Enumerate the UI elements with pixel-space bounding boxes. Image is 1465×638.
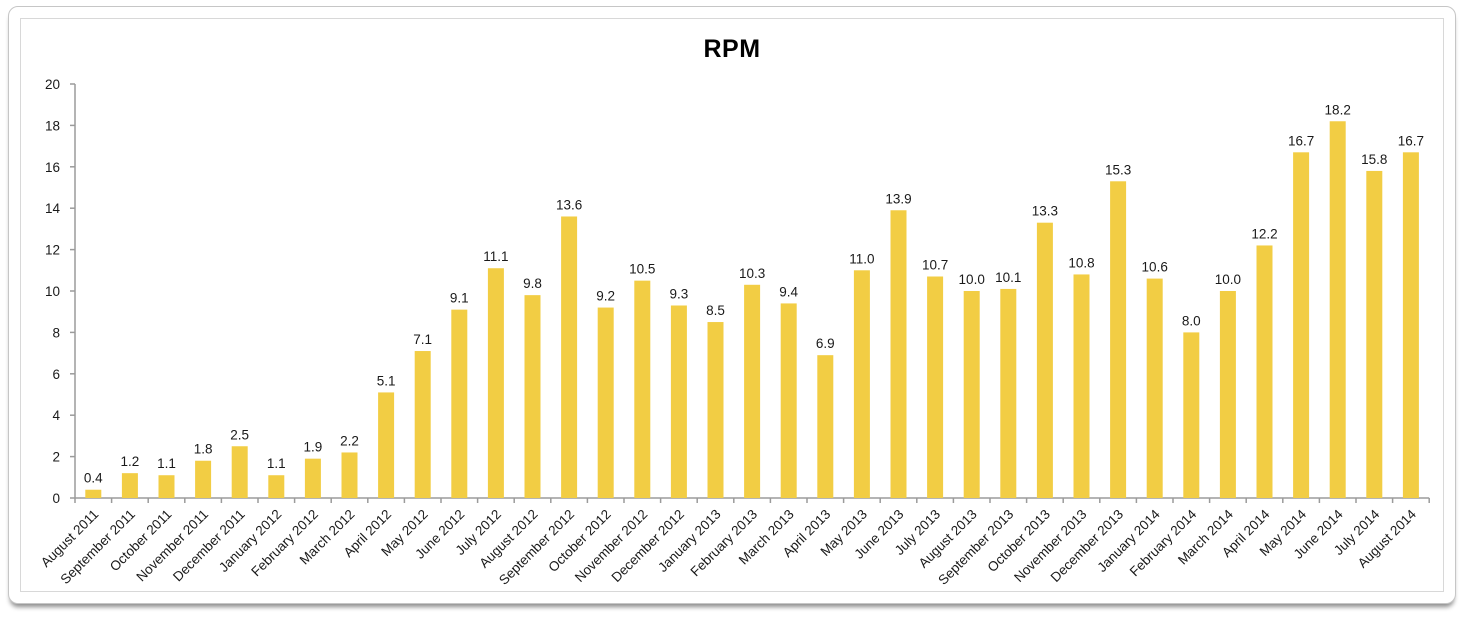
bar [378, 392, 395, 498]
bar-value-label: 1.1 [157, 456, 176, 471]
chart-title: RPM [703, 35, 761, 63]
bar [1110, 181, 1127, 499]
bar [817, 355, 834, 498]
bar-value-label: 9.8 [523, 276, 542, 291]
bar-value-label: 9.3 [670, 286, 689, 301]
bar [744, 284, 761, 498]
y-axis-tick-label: 16 [45, 160, 60, 175]
bar-value-label: 10.3 [739, 266, 765, 281]
bar-value-label: 8.5 [706, 303, 725, 318]
bar [1293, 152, 1310, 498]
bar-value-label: 0.4 [84, 471, 103, 486]
bar-value-label: 9.2 [596, 289, 615, 304]
bar [1366, 170, 1383, 498]
bar [304, 458, 321, 498]
bar [1402, 152, 1419, 498]
bar [1036, 222, 1053, 498]
bar [1219, 291, 1236, 498]
bar [341, 452, 358, 498]
y-axis-tick-label: 18 [45, 118, 60, 133]
y-axis-tick-label: 2 [52, 450, 60, 465]
bar [1256, 245, 1273, 498]
bar-value-label: 13.6 [556, 197, 582, 212]
bar-value-label: 10.0 [1215, 272, 1241, 287]
bar-value-label: 2.5 [230, 427, 249, 442]
y-axis-tick-label: 0 [52, 491, 60, 506]
bar [634, 280, 651, 498]
bar-value-label: 11.0 [849, 251, 874, 266]
bar-value-label: 10.6 [1142, 260, 1168, 275]
bar [707, 322, 724, 498]
bar-value-label: 15.8 [1361, 152, 1387, 167]
bar-value-label: 5.1 [377, 373, 396, 388]
bar [1183, 332, 1200, 498]
bar-value-label: 1.1 [267, 456, 286, 471]
bar [927, 276, 944, 498]
bar [1073, 274, 1090, 498]
y-axis-tick-label: 8 [52, 325, 60, 340]
bar-value-label: 1.2 [121, 454, 140, 469]
bar [561, 216, 578, 499]
bar-value-label: 10.7 [922, 258, 948, 273]
bar [195, 460, 212, 498]
bar [853, 270, 870, 498]
bar [597, 307, 614, 498]
y-axis-tick-label: 20 [45, 77, 60, 92]
bar-value-label: 12.2 [1251, 226, 1277, 241]
bar-value-label: 7.1 [413, 332, 432, 347]
bar [890, 210, 907, 498]
y-axis-tick-label: 12 [45, 243, 60, 258]
bar [121, 473, 138, 498]
bar-value-label: 9.1 [450, 291, 469, 306]
bar-value-label: 2.2 [340, 433, 359, 448]
bar [670, 305, 687, 498]
y-axis-tick-label: 10 [45, 284, 60, 299]
bar [85, 489, 102, 498]
bar [487, 268, 504, 498]
bar [780, 303, 797, 498]
y-axis-tick-label: 14 [45, 201, 61, 216]
y-axis-tick-label: 6 [52, 367, 60, 382]
bar-value-label: 15.3 [1105, 162, 1131, 177]
bar-value-label: 10.1 [995, 270, 1021, 285]
bar-value-label: 9.4 [779, 284, 798, 299]
bar-value-label: 6.9 [816, 336, 835, 351]
bar [1000, 288, 1017, 498]
bar [1146, 278, 1163, 498]
bar-value-label: 8.0 [1182, 313, 1201, 328]
bar-value-label: 10.8 [1068, 255, 1094, 270]
bar-value-label: 16.7 [1288, 133, 1314, 148]
bar-value-label: 10.5 [629, 262, 655, 277]
bar-value-label: 10.0 [959, 272, 985, 287]
chart-plot-frame: RPM 0 2 4 6 8 10 12 14 16 18 20 0.4 August 2011 1.2 Se… [20, 18, 1444, 592]
bar-value-label: 13.3 [1032, 204, 1058, 219]
bar [1329, 121, 1346, 498]
bar [231, 446, 248, 498]
bar-value-label: 1.9 [304, 440, 323, 455]
bar [414, 351, 431, 498]
bar-value-label: 11.1 [483, 249, 508, 264]
y-axis-tick-label: 4 [52, 408, 60, 423]
bar [158, 475, 175, 498]
bar [451, 309, 468, 498]
bar [963, 291, 980, 498]
bar-value-label: 13.9 [885, 191, 911, 206]
bar [524, 295, 541, 498]
bar-value-label: 18.2 [1325, 102, 1351, 117]
bar-value-label: 16.7 [1398, 133, 1424, 148]
bar-value-label: 1.8 [194, 442, 213, 457]
bar [268, 475, 285, 498]
chart-card: RPM 0 2 4 6 8 10 12 14 16 18 20 0.4 August 2011 1.2 Se… [8, 6, 1456, 604]
